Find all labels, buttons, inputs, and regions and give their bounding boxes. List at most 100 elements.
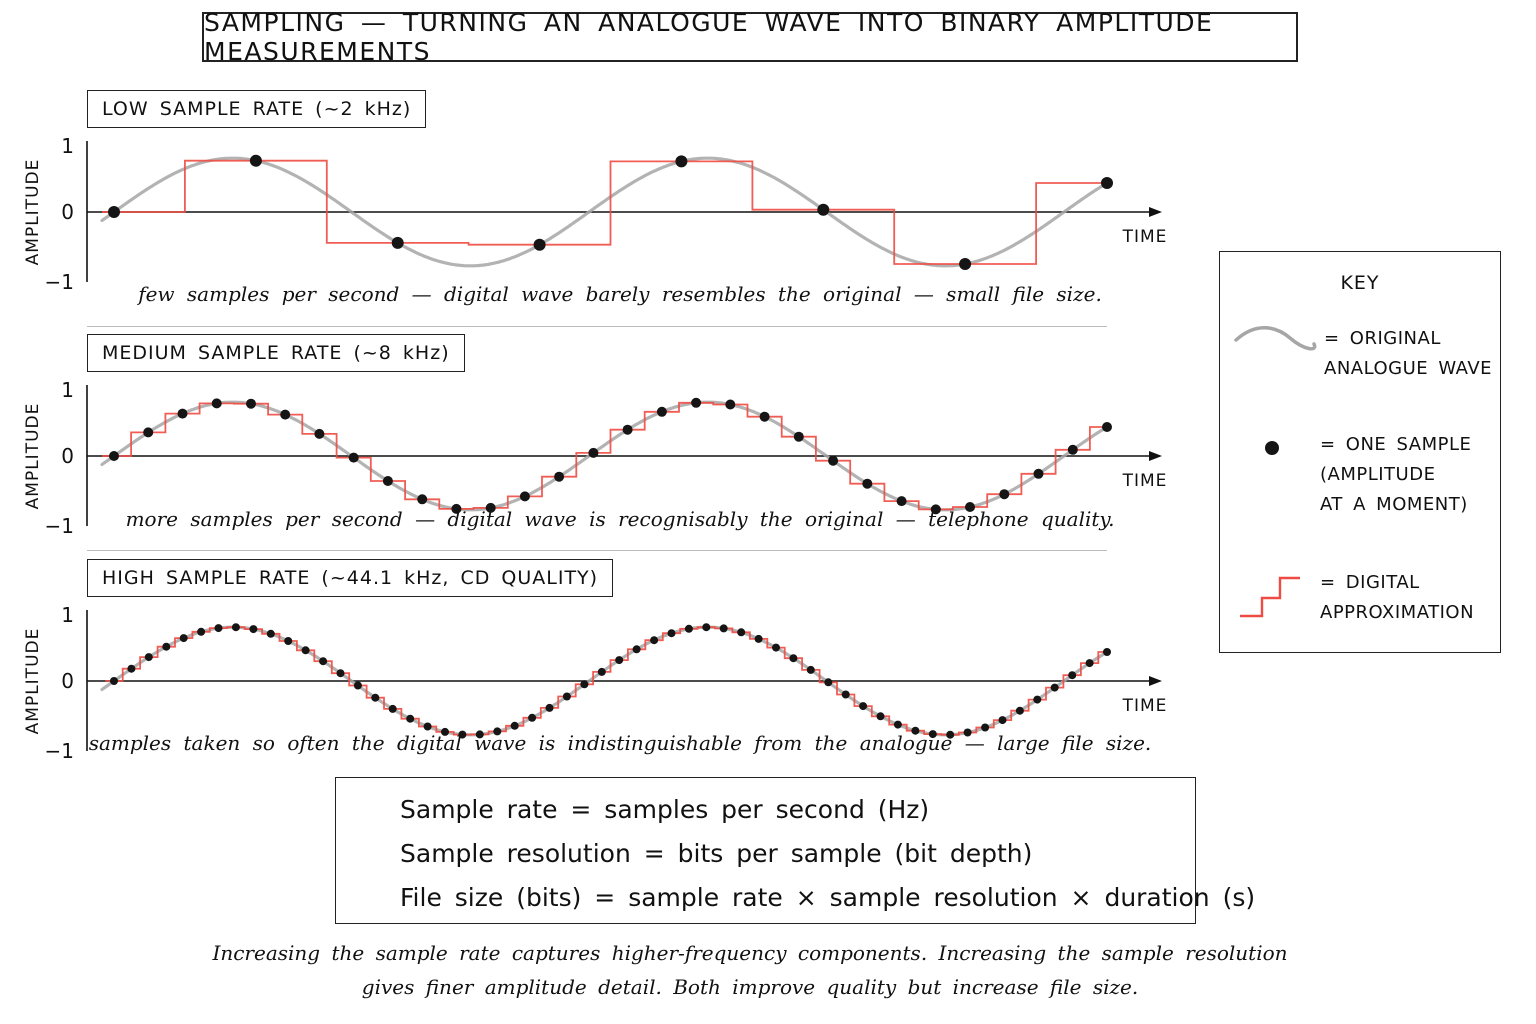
sample-point xyxy=(528,713,537,722)
x-axis-arrow-icon xyxy=(1149,451,1162,461)
y-tick-label: 0 xyxy=(61,200,74,224)
sample-point xyxy=(650,636,659,645)
sample-point xyxy=(1015,706,1024,715)
sample-point xyxy=(162,642,171,651)
wave-icon xyxy=(1234,326,1317,351)
sample-point xyxy=(109,451,119,461)
sample-point xyxy=(981,723,990,732)
sample-point xyxy=(475,730,484,739)
sample-point xyxy=(336,669,345,678)
sample-point xyxy=(406,714,415,723)
sample-point xyxy=(817,203,830,216)
sample-point xyxy=(458,730,467,739)
sample-point xyxy=(876,712,885,721)
sample-point xyxy=(280,409,291,420)
sample-point xyxy=(862,478,873,489)
sample-point xyxy=(144,653,153,662)
y-tick-label: 1 xyxy=(61,134,74,158)
sample-point xyxy=(1067,444,1078,455)
sample-point xyxy=(759,411,770,422)
sample-point xyxy=(675,155,688,168)
sample-point xyxy=(249,625,258,634)
key-icons xyxy=(1234,326,1317,618)
y-tick-label: −1 xyxy=(45,270,74,294)
sample-point xyxy=(615,656,624,665)
formula-sample-resolution: Sample resolution = bits per sample (bit… xyxy=(400,839,1033,868)
sample-point xyxy=(214,624,223,633)
sample-point xyxy=(597,667,606,676)
footnote-line-1: Increasing the sample rate captures high… xyxy=(212,941,1288,965)
sample-point xyxy=(231,623,240,632)
y-tick-label: −1 xyxy=(45,514,74,538)
sample-point xyxy=(179,634,188,643)
key-text-digital: = DIGITAL APPROXIMATION xyxy=(1320,572,1475,623)
x-axis-title: TIME xyxy=(1122,227,1168,247)
sample-point xyxy=(896,496,907,507)
sample-point xyxy=(928,730,937,739)
sample-point xyxy=(417,494,428,505)
sample-point xyxy=(197,627,206,636)
sample-point xyxy=(667,629,676,638)
sample-point xyxy=(911,726,920,735)
sample-point xyxy=(1033,468,1044,479)
sample-point xyxy=(719,624,728,633)
sample-point xyxy=(806,665,815,674)
y-tick-label: 0 xyxy=(61,444,74,468)
panel-label-low: LOW SAMPLE RATE (~2 kHz) xyxy=(87,90,427,128)
y-axis-title: AMPLITUDE xyxy=(23,403,43,510)
sample-point xyxy=(998,716,1007,725)
y-tick-label: 0 xyxy=(61,669,74,693)
key-title: KEY xyxy=(1340,272,1380,294)
panel-low-sample-rate: 1 0 −1 AMPLITUDE TIME LOW SAMPLE RATE (~2 kH… xyxy=(0,90,1200,320)
sample-point xyxy=(859,702,868,711)
sample-point xyxy=(754,634,763,643)
sample-point xyxy=(1050,683,1059,692)
sample-point xyxy=(1102,422,1112,432)
sample-point xyxy=(533,238,546,251)
sample-point xyxy=(314,428,325,439)
sample-point xyxy=(622,424,633,435)
sample-point xyxy=(249,154,262,167)
sample-point xyxy=(127,664,136,673)
x-axis-arrow-icon xyxy=(1149,207,1162,217)
sample-point xyxy=(493,727,502,736)
sample-point xyxy=(702,623,711,632)
y-axis-title: AMPLITUDE xyxy=(23,159,43,266)
caption-high: samples taken so often the digital wave … xyxy=(88,731,1152,755)
sample-point xyxy=(963,728,972,737)
sample-point xyxy=(1033,695,1042,704)
sample-point xyxy=(824,678,833,687)
sample-point xyxy=(656,406,667,417)
y-tick-label: 1 xyxy=(61,378,74,402)
y-tick-label: −1 xyxy=(45,739,74,763)
footnote: Increasing the sample rate captures high… xyxy=(140,936,1360,1004)
sample-point xyxy=(999,489,1010,500)
sample-point xyxy=(946,730,955,739)
key-legend: KEY = ORIGINAL ANALOGUE WAVE = ONE SAMPL… xyxy=(1219,251,1501,653)
sample-point xyxy=(1068,671,1077,680)
sample-point xyxy=(554,471,565,482)
sample-point xyxy=(841,690,850,699)
analogue-wave xyxy=(100,156,1108,268)
key-text-sample: = ONE SAMPLE (AMPLITUDE AT A MOMENT) xyxy=(1320,434,1472,515)
sample-point xyxy=(632,645,641,654)
sample-point xyxy=(348,452,359,463)
x-axis-title: TIME xyxy=(1122,471,1168,491)
sample-point xyxy=(930,504,941,515)
sample-point xyxy=(1085,659,1094,668)
sample-point xyxy=(691,397,702,408)
separator-1 xyxy=(87,326,1107,327)
sample-point xyxy=(959,258,972,270)
panel-label-high: HIGH SAMPLE RATE (~44.1 kHz, CD QUALITY) xyxy=(87,559,614,597)
sample-point xyxy=(284,637,293,645)
formula-sample-rate: Sample rate = samples per second (Hz) xyxy=(400,795,930,824)
key-text-wave: = ORIGINAL ANALOGUE WAVE xyxy=(1324,328,1493,379)
sample-point xyxy=(828,455,839,466)
sample-point xyxy=(451,503,462,514)
sample-point xyxy=(1103,648,1111,656)
caption-medium: more samples per second — digital wave i… xyxy=(125,507,1115,531)
sample-point xyxy=(319,657,328,666)
formula-file-size: File size (bits) = sample rate × sample … xyxy=(400,883,1256,912)
